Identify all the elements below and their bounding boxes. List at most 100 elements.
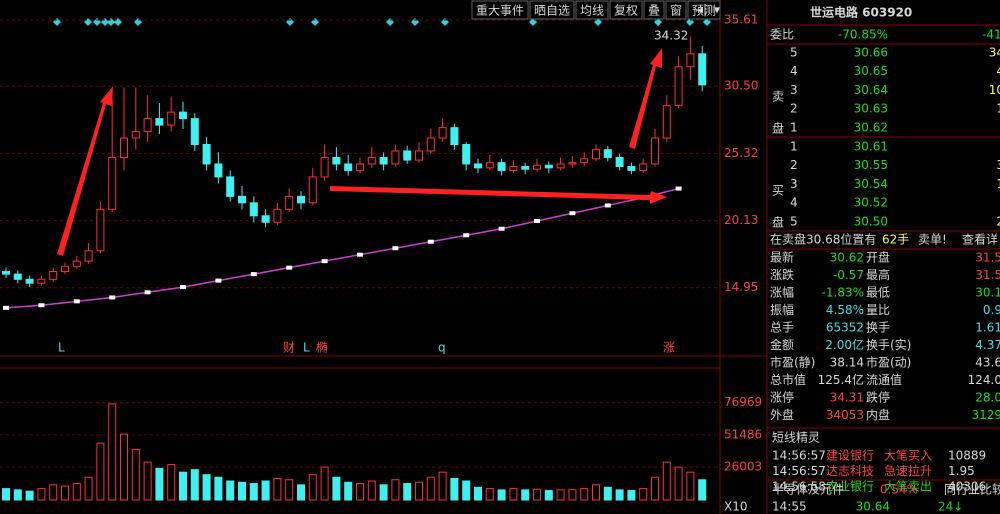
- volume-bar: [308, 474, 317, 501]
- candle-body: [674, 66, 683, 107]
- feed-item[interactable]: 农业银行: [826, 480, 874, 494]
- stat-label: 总手: [770, 321, 794, 335]
- stat-label: 最低: [866, 286, 890, 300]
- toolbar-button[interactable]: [471, 0, 529, 20]
- toolbar-button[interactable]: [643, 0, 665, 20]
- y-tick-label: 35.61: [724, 12, 758, 26]
- toolbar-dropdown[interactable]: ▾: [714, 3, 720, 17]
- volume-bar: [167, 464, 176, 501]
- candle-body: [13, 273, 22, 280]
- volume-bar: [297, 484, 305, 501]
- candle-body: [344, 163, 353, 171]
- volume-bar: [261, 480, 270, 501]
- candle-body: [84, 250, 93, 262]
- ma-point: [604, 203, 611, 208]
- candle-body: [238, 195, 246, 204]
- toolbar-label[interactable]: 窗: [670, 4, 682, 18]
- feed-item[interactable]: 1.95: [948, 464, 975, 478]
- feed-item[interactable]: 达志科技: [826, 464, 874, 478]
- volume-bar: [415, 481, 423, 501]
- volume-bar: [485, 488, 494, 501]
- toolbar-label[interactable]: 重大事件: [476, 4, 524, 18]
- candle-body: [379, 156, 388, 165]
- volume-bar: [356, 483, 364, 501]
- candle-body: [72, 260, 81, 267]
- ma-point: [250, 272, 257, 277]
- feed-item[interactable]: 14:56:58: [772, 480, 826, 494]
- candle-body: [297, 195, 305, 204]
- toolbar-icon[interactable]: ◂|: [697, 3, 707, 17]
- tick-volume: 24↓: [938, 500, 963, 514]
- feed-item[interactable]: 14:56:57: [772, 449, 826, 463]
- plot: [0, 19, 720, 501]
- candle-body: [474, 163, 482, 169]
- industry-compare[interactable]: 同行业比较: [944, 482, 1000, 497]
- industry-change: 0.54%: [880, 483, 918, 497]
- toolbar-label[interactable]: 叠: [648, 4, 660, 18]
- toolbar-label[interactable]: 晒自选: [534, 4, 570, 18]
- volume-bar: [37, 488, 46, 501]
- toolbar-button[interactable]: [665, 0, 687, 20]
- candle-body: [320, 156, 329, 178]
- feed-item[interactable]: 大笔买入: [884, 448, 932, 463]
- toolbar-button[interactable]: [529, 0, 575, 20]
- candle-body: [639, 163, 648, 171]
- candle-body: [202, 144, 211, 165]
- scale-label: X10: [724, 500, 748, 514]
- ma-point: [109, 295, 116, 300]
- ma-point: [144, 290, 151, 295]
- book-level: 1: [790, 140, 798, 154]
- candle-body: [108, 156, 117, 210]
- feed-item[interactable]: 大笔卖出: [884, 479, 932, 494]
- y-tick-label: 51486: [724, 427, 762, 441]
- feed-item[interactable]: 14:56:57: [772, 464, 826, 478]
- volume-bar: [592, 484, 600, 501]
- book-volume: 1: [996, 102, 1000, 116]
- book-level: 2: [790, 102, 798, 116]
- stat-value: 38.14: [830, 356, 864, 370]
- feed-item[interactable]: 10889: [948, 449, 986, 463]
- book-price: 30.61: [854, 140, 888, 154]
- candle-body: [662, 105, 671, 139]
- toolbar-button[interactable]: [687, 0, 721, 20]
- volume-bar: [143, 461, 152, 501]
- y-tick-label: 30.50: [724, 79, 758, 93]
- ma-point: [534, 218, 540, 223]
- event-marker-label: L: [303, 341, 310, 355]
- peak-label: 34.32: [654, 29, 688, 43]
- candle-body: [533, 164, 541, 170]
- volume-bar: [84, 476, 93, 501]
- toolbar-label[interactable]: 复权: [614, 4, 638, 18]
- candle-body: [615, 156, 624, 168]
- volume-bar: [190, 469, 199, 501]
- candle-body: [61, 265, 69, 273]
- volume-bar: [462, 480, 471, 501]
- volume-bar: [533, 488, 541, 501]
- volume-bar: [391, 479, 400, 501]
- stat-value: 3129: [971, 408, 1000, 422]
- stat-label: 换手: [866, 321, 890, 335]
- stat-value: 31.5: [975, 251, 1000, 265]
- order-notice[interactable]: 查看详: [962, 232, 998, 247]
- stat-label: 涨停: [770, 390, 794, 405]
- feed-item[interactable]: 急速拉升: [884, 463, 932, 478]
- candle-body: [167, 111, 176, 126]
- volume-bar: [509, 488, 518, 501]
- candle-body: [131, 131, 140, 139]
- volume-bar: [674, 466, 683, 501]
- candle-body: [261, 215, 270, 223]
- book-volume: 3: [996, 158, 1000, 172]
- candle-body: [356, 163, 364, 171]
- toolbar-label[interactable]: 均线: [580, 4, 604, 18]
- stat-value: 30.62: [830, 251, 864, 265]
- feed-item[interactable]: 建设银行: [826, 449, 874, 463]
- event-marker-label: 涨: [663, 340, 675, 355]
- toolbar-label[interactable]: 预测: [692, 4, 716, 18]
- book-price: 30.54: [854, 177, 888, 191]
- book-price: 30.66: [854, 46, 888, 60]
- toolbar-button[interactable]: [609, 0, 643, 20]
- feed-item[interactable]: 40306: [948, 480, 986, 494]
- toolbar-button[interactable]: [575, 0, 609, 20]
- stat-label: 市盈(动): [866, 355, 911, 370]
